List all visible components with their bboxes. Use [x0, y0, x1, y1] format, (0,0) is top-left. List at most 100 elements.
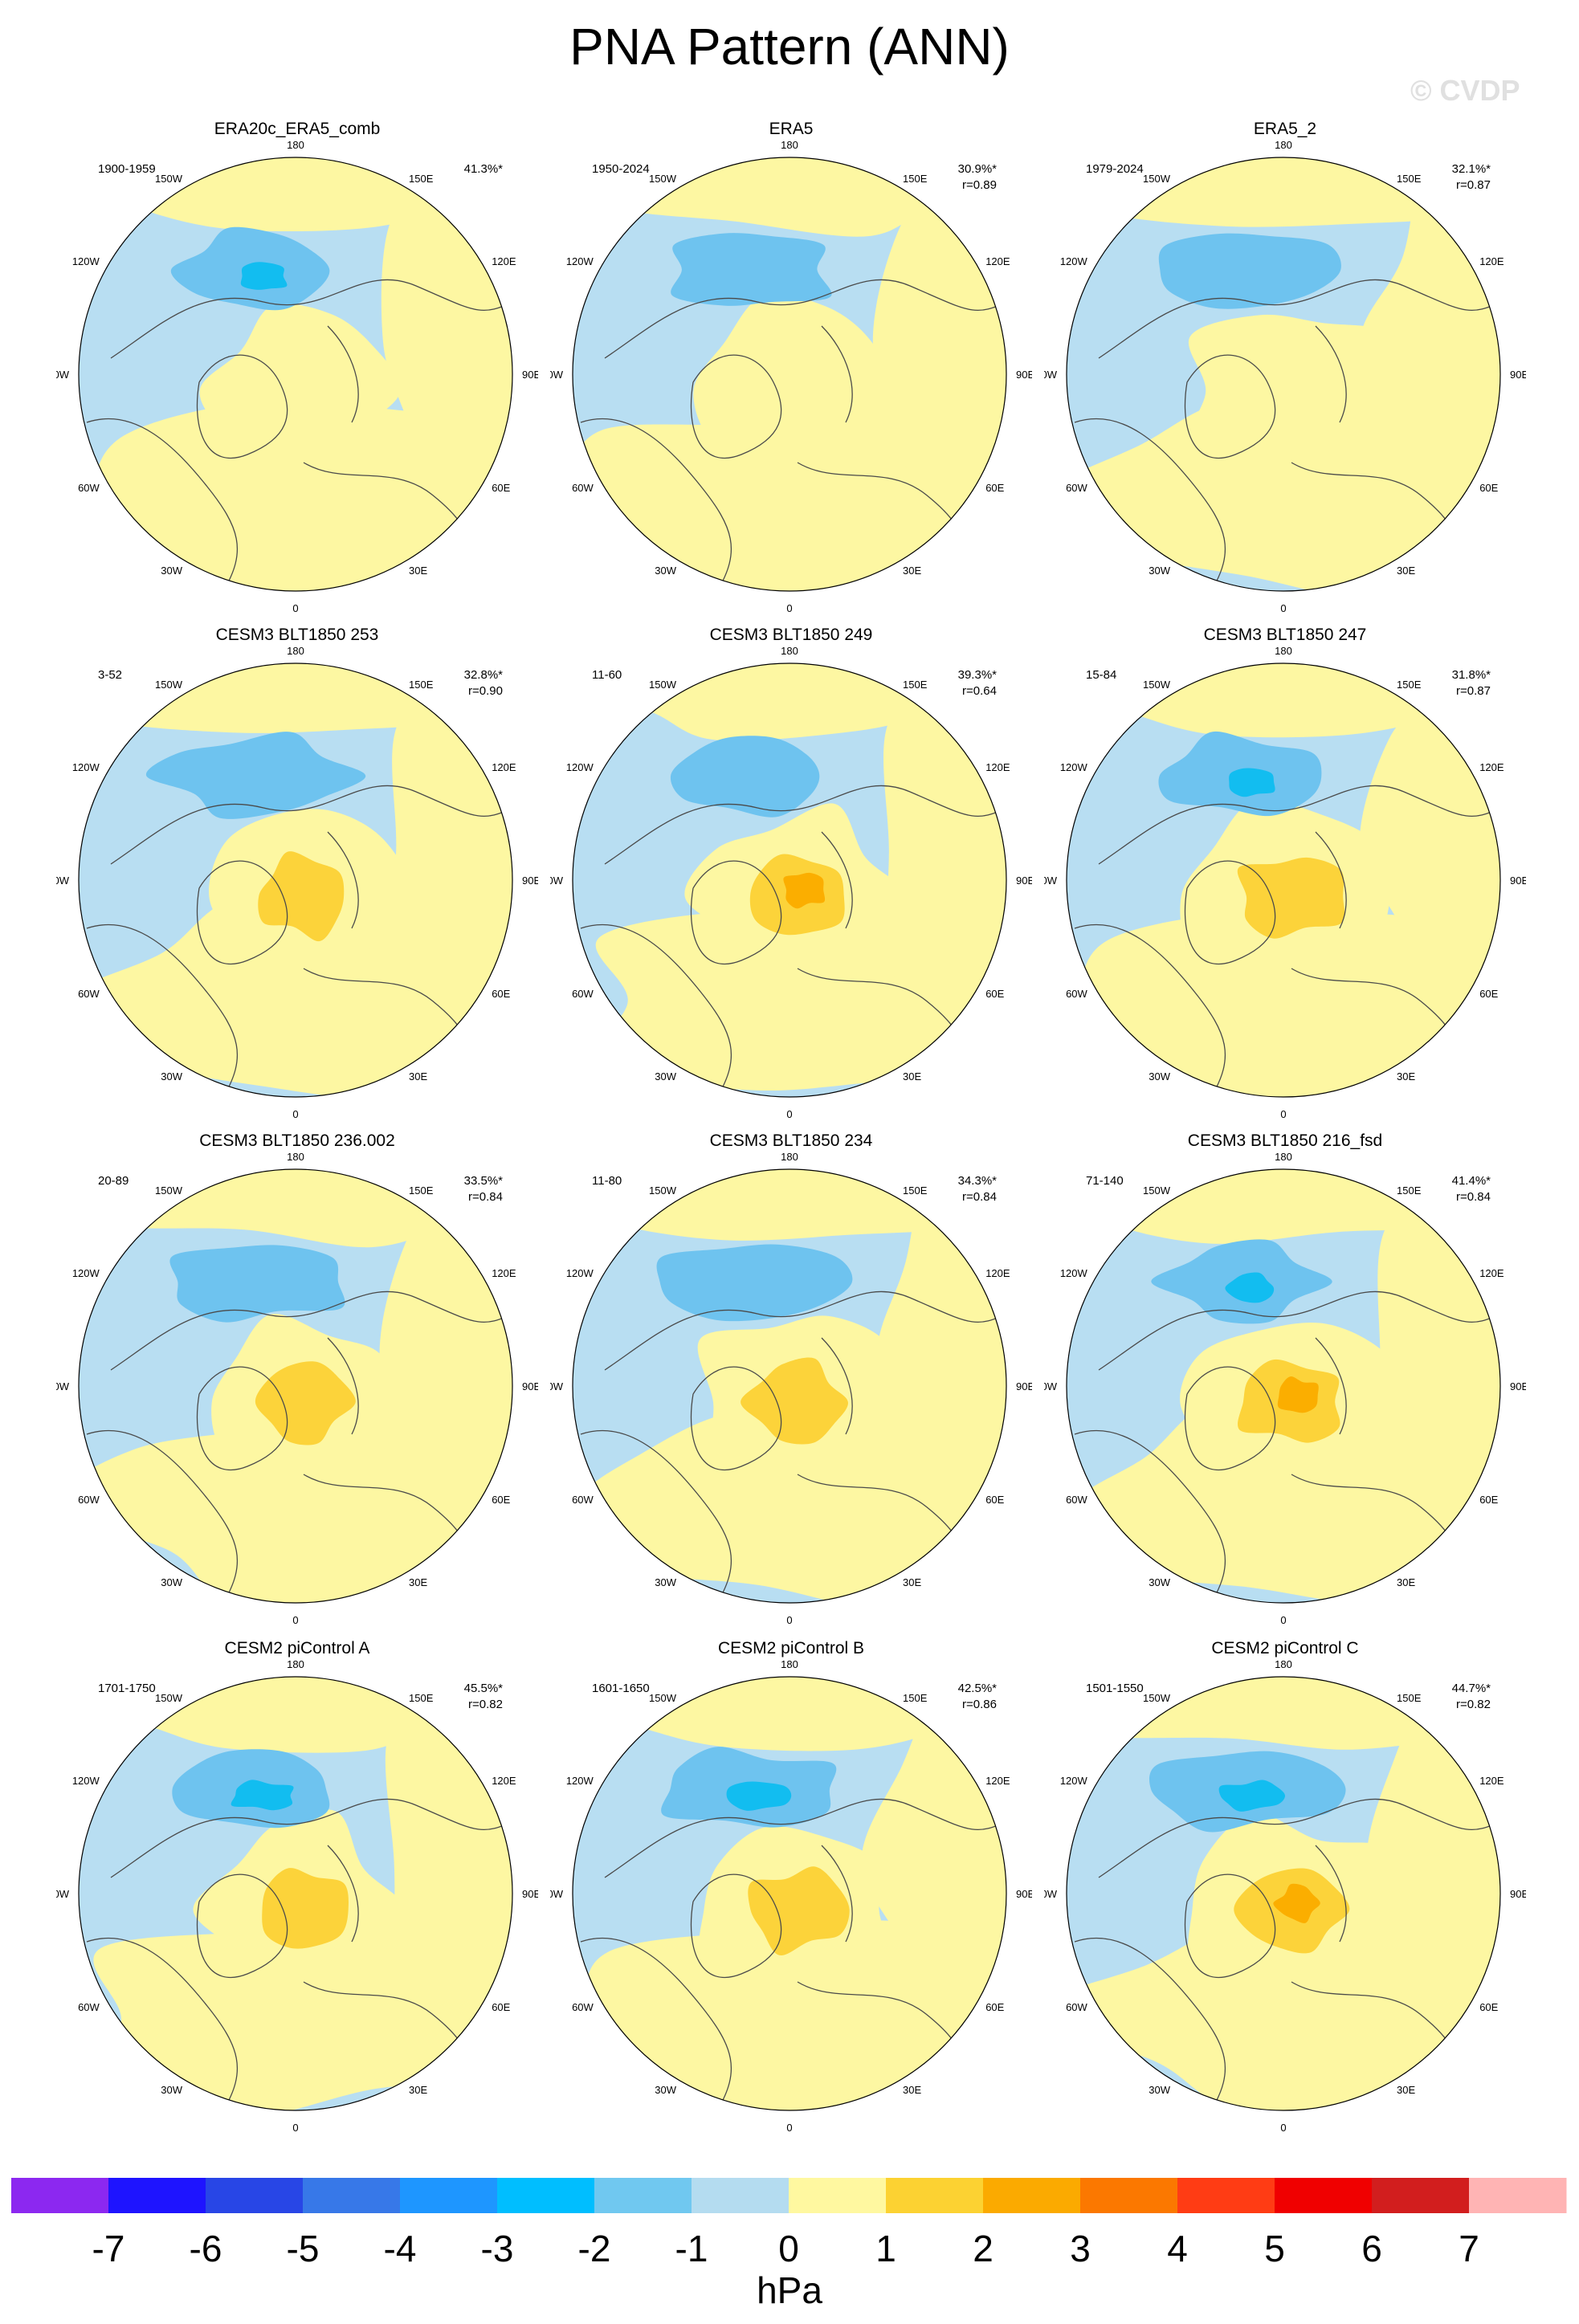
longitude-label: 60W	[572, 988, 594, 1000]
colorbar-swatch	[983, 2178, 1081, 2213]
longitude-label: 120W	[566, 1267, 594, 1279]
longitude-label: 90E	[1016, 1888, 1032, 1900]
longitude-label: 150E	[903, 1184, 928, 1197]
map-boundary	[78, 1676, 513, 2111]
longitude-label: 60E	[985, 482, 1004, 494]
coastlines	[86, 1290, 512, 1603]
panel-years: 3-52	[98, 668, 123, 682]
positive-anomaly-area	[1067, 663, 1495, 738]
panel-variance-percent: 30.9%*	[957, 162, 997, 176]
positive-anomaly-center	[258, 851, 345, 942]
longitude-label: 120W	[1060, 1775, 1088, 1787]
colorbar-tick-label: -6	[190, 2228, 222, 2269]
longitude-label: 90W	[550, 1888, 564, 1900]
longitude-label: 90E	[522, 1888, 538, 1900]
colorbar-swatch	[206, 2178, 304, 2213]
longitude-label: 60E	[492, 2001, 510, 2013]
pressure-field	[573, 1677, 1006, 2110]
positive-anomaly-area	[883, 674, 1006, 1029]
longitude-label: 60E	[492, 1494, 510, 1506]
longitude-label: 60E	[985, 1494, 1004, 1506]
longitude-label: 180	[287, 139, 304, 151]
longitude-label: 180	[781, 645, 798, 657]
map-panel: 180 150E 120E 90E 60E 30E 0 30W 60W 90W 120W 150W ER…	[56, 119, 538, 633]
longitude-label: 60E	[492, 482, 510, 494]
panel-title: CESM3 BLT1850 216_fsd	[1187, 1131, 1383, 1150]
longitude-label: 0	[786, 1614, 792, 1626]
longitude-label: 150W	[649, 679, 677, 691]
coastlines	[1074, 279, 1500, 591]
map-boundary	[1066, 663, 1501, 1098]
panel-years: 1701-1750	[98, 1682, 156, 1695]
longitude-label: 180	[1275, 645, 1292, 657]
map-panel: 180 150E 120E 90E 60E 30E 0 30W 60W 90W 120W 150W ER…	[550, 119, 1032, 633]
longitude-label: 150W	[155, 173, 183, 185]
longitude-label: 150W	[1143, 1184, 1171, 1197]
longitude-label: 30E	[1397, 565, 1415, 577]
longitude-label: 60W	[572, 1494, 594, 1506]
colorbar-swatch	[1177, 2178, 1275, 2213]
longitude-label: 150E	[903, 679, 928, 691]
longitude-label: 90E	[1510, 1380, 1526, 1392]
colorbar-swatch	[789, 2178, 887, 2213]
colorbar-tick-label: 3	[1070, 2228, 1091, 2269]
panel-years: 20-89	[98, 1174, 129, 1188]
longitude-label: 150W	[155, 1692, 183, 1704]
pressure-field	[573, 1169, 1006, 1603]
positive-anomaly-area	[1074, 1677, 1472, 1750]
longitude-label: 120E	[985, 1267, 1010, 1279]
panel-pattern-correlation: r=0.84	[962, 1190, 997, 1204]
negative-anomaly-center	[169, 1245, 345, 1323]
longitude-label: 180	[287, 645, 304, 657]
longitude-label: 180	[287, 1658, 304, 1670]
longitude-label: 30W	[161, 2084, 182, 2096]
longitude-label: 60W	[78, 482, 100, 494]
longitude-label: 150E	[409, 1184, 434, 1197]
colorbar: -7 -6 -5 -4 -3 -2 -1 0 1 2 3 4 5 6 7 hPa	[11, 2178, 1567, 2311]
longitude-label: 90W	[550, 369, 564, 381]
longitude-label: 60E	[985, 988, 1004, 1000]
map-boundary	[1066, 1168, 1501, 1604]
polar-stereographic-map: 180 150E 120E 90E 60E 30E 0 30W 60W 90W 120W 150W	[1044, 1151, 1526, 1626]
panel-years: 1979-2024	[1086, 162, 1144, 176]
colorbar-swatch	[594, 2178, 692, 2213]
panel-title: CESM3 BLT1850 249	[709, 626, 873, 644]
polar-stereographic-map: 180 150E 120E 90E 60E 30E 0 30W 60W 90W 120W 150W	[56, 1151, 538, 1626]
longitude-label: 120E	[492, 1775, 516, 1787]
longitude-label: 120E	[492, 761, 516, 773]
panel-title: CESM3 BLT1850 247	[1203, 626, 1367, 644]
longitude-label: 150W	[1143, 679, 1171, 691]
longitude-label: 120E	[492, 255, 516, 267]
longitude-label: 120W	[566, 255, 594, 267]
positive-anomaly-area	[389, 667, 512, 1021]
longitude-label: 120E	[492, 1267, 516, 1279]
map-boundary	[1066, 157, 1501, 592]
positive-anomaly-area	[693, 294, 892, 479]
colorbar-swatch	[497, 2178, 595, 2213]
longitude-label: 120E	[985, 761, 1010, 773]
longitude-label: 90E	[1510, 875, 1526, 887]
longitude-label: 30W	[1149, 1070, 1170, 1082]
colorbar-tick-label: 4	[1167, 2228, 1188, 2269]
longitude-label: 30W	[655, 565, 676, 577]
panel-title: CESM3 BLT1850 236.002	[199, 1131, 395, 1150]
longitude-label: 90E	[1510, 1888, 1526, 1900]
negative-anomaly-core	[1218, 1780, 1286, 1812]
cvdp-watermark: © CVDP	[1410, 74, 1520, 107]
longitude-label: 90E	[1510, 369, 1526, 381]
panel-pattern-correlation: r=0.90	[468, 684, 503, 698]
positive-anomaly-center	[748, 1866, 850, 1956]
longitude-label: 60W	[1066, 2001, 1087, 2013]
longitude-label: 120W	[1060, 1267, 1088, 1279]
panel-pattern-correlation: r=0.64	[962, 684, 997, 698]
longitude-label: 60W	[1066, 988, 1087, 1000]
positive-anomaly-area	[861, 1677, 1006, 2064]
longitude-label: 90W	[56, 1380, 70, 1392]
panel-years: 1950-2024	[592, 162, 650, 176]
panel-pattern-correlation: r=0.82	[468, 1698, 503, 1711]
negative-anomaly-core	[1229, 768, 1275, 797]
map-panel: 180 150E 120E 90E 60E 30E 0 30W 60W 90W 120W 150W CE…	[1044, 625, 1526, 1139]
longitude-label: 60W	[572, 2001, 594, 2013]
map-boundary	[78, 663, 513, 1098]
longitude-label: 90E	[1016, 875, 1032, 887]
